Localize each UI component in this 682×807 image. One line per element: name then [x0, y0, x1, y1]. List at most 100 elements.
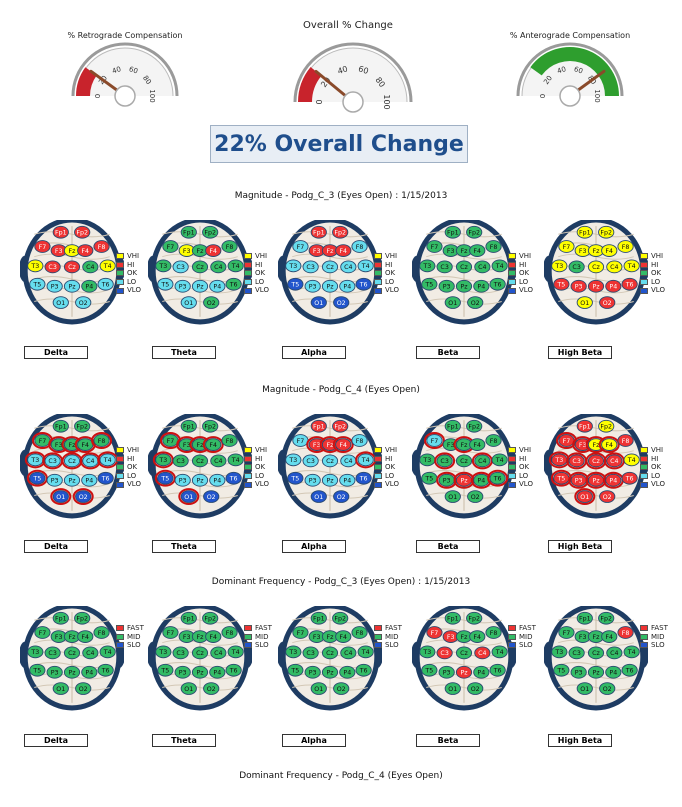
electrode-label: F3 — [55, 248, 63, 255]
electrode-o1: O1 — [444, 490, 461, 503]
band-label-theta: Theta — [152, 540, 216, 553]
electrode-t5: T5 — [287, 471, 304, 485]
legend-item: HI — [640, 455, 665, 464]
legend-item: MID — [640, 633, 668, 642]
electrode-c3: C3 — [568, 646, 585, 660]
electrode-label: F8 — [622, 244, 630, 251]
electrode-t4: T4 — [227, 645, 244, 659]
electrode-label: F8 — [98, 438, 106, 445]
band-label-theta: Theta — [152, 346, 216, 359]
legend-item: OK — [640, 269, 665, 278]
electrode-label: T3 — [422, 263, 431, 270]
electrode-label: F3 — [579, 442, 587, 449]
legend-label: MID — [385, 632, 399, 641]
legend-label: VHI — [651, 446, 664, 454]
electrode-f4: F4 — [601, 244, 618, 257]
electrode-label: P4 — [85, 284, 93, 291]
gauge-rim — [71, 42, 179, 97]
legend-swatch — [640, 261, 648, 268]
electrode-label: F7 — [167, 630, 175, 637]
electrode-t4: T4 — [355, 451, 377, 469]
electrode-label: C4 — [478, 264, 486, 271]
electrode-f7: F7 — [558, 626, 575, 639]
electrode-f8: F8 — [221, 240, 238, 253]
electrode-o1: O1 — [444, 296, 461, 309]
electrode-label: Pz — [196, 478, 204, 485]
electrode-label: Fz — [461, 248, 469, 255]
head-map: Fp1 Fp2 F7 F3 Fz F4 F8 T3 C3 Cz C4 T4 T5 P3 Pz P4 T6 O1 O2 — [20, 606, 124, 711]
electrode-o1: O1 — [178, 488, 200, 506]
electrode-label: Pz — [68, 478, 76, 485]
electrode-t5: T5 — [553, 277, 570, 291]
legend-swatch — [640, 464, 648, 471]
electrode-p3: P3 — [568, 471, 590, 489]
electrode-label: T5 — [424, 282, 433, 289]
electrode-fp2: Fp2 — [466, 225, 483, 239]
electrode-label: P3 — [443, 284, 451, 291]
electrode-o1: O1 — [576, 682, 593, 695]
legend-item: HI — [244, 455, 269, 464]
electrode-fz: Fz — [63, 630, 81, 643]
gauge-hub — [559, 85, 581, 107]
gauge-tick-label: 0 — [315, 99, 324, 104]
electrode-label: C4 — [344, 458, 352, 465]
legend-label: VHI — [385, 252, 398, 260]
electrode-label: T4 — [231, 649, 240, 656]
electrode-label: P4 — [213, 284, 221, 291]
electrode-label: T4 — [361, 457, 370, 464]
legend-item: VLO — [116, 480, 141, 489]
electrode-o2: O2 — [467, 682, 484, 695]
electrode-label: Pz — [326, 670, 334, 677]
electrode-label: P4 — [609, 478, 617, 485]
legend-label: VHI — [127, 252, 140, 260]
electrode-label: T3 — [554, 649, 563, 656]
electrode-o1: O1 — [574, 488, 596, 506]
electrode-label: F7 — [167, 244, 175, 251]
legend-item: MID — [244, 633, 272, 642]
electrode-pz: Pz — [321, 279, 339, 293]
gauge-hub — [342, 91, 364, 113]
electrode-f7: F7 — [426, 240, 443, 253]
electrode-o2: O2 — [333, 296, 350, 309]
electrode-label: Pz — [592, 478, 600, 485]
electrode-label: P3 — [51, 478, 59, 485]
electrode-label: Cz — [196, 650, 204, 657]
electrode-t3: T3 — [551, 259, 568, 273]
electrode-label: Fp2 — [600, 424, 612, 431]
electrode-f8: F8 — [221, 626, 238, 639]
electrode-label: T5 — [290, 476, 299, 483]
electrode-o2: O2 — [599, 682, 616, 695]
electrode-f8: F8 — [351, 434, 368, 447]
legend-swatch — [116, 261, 124, 268]
electrode-t5: T5 — [29, 277, 46, 291]
electrode-c4: C4 — [340, 646, 357, 660]
electrode-label: Fp1 — [55, 424, 67, 431]
electrode-label: Fz — [593, 248, 601, 255]
electrode-label: T6 — [359, 476, 368, 483]
legend-swatch — [374, 287, 382, 294]
brain-map-panel: Fp1 Fp2 F7 F3 Fz F4 F8 T3 C3 Cz C4 T4 T5 P3 Pz P4 T6 O1 O2… — [544, 606, 680, 756]
electrode-p3: P3 — [304, 473, 321, 487]
electrode-label: Cz — [326, 458, 334, 465]
legend-label: FAST — [127, 624, 144, 632]
electrode-c3: C3 — [44, 260, 61, 274]
legend-label: LO — [127, 277, 137, 286]
electrode-label: Pz — [460, 670, 468, 677]
legend-item: SLO — [116, 641, 144, 650]
head-map: Fp1 Fp2 F7 F3 Fz F4 F8 T3 C3 Cz C4 T4 T5 P3 Pz P4 T6 O1 O2 — [148, 414, 252, 519]
electrode-t6: T6 — [355, 663, 372, 677]
electrode-label: Pz — [68, 670, 76, 677]
legend-item: OK — [116, 269, 141, 278]
electrode-label: T3 — [422, 457, 431, 464]
electrode-f4: F4 — [335, 244, 352, 257]
electrode-fp2: Fp2 — [598, 611, 615, 625]
electrode-p3: P3 — [174, 279, 191, 293]
electrode-label: C3 — [572, 264, 580, 271]
legend-item: OK — [116, 463, 141, 472]
electrode-cz: Cz — [191, 646, 209, 660]
electrode-c4: C4 — [606, 260, 623, 274]
gauge-rim — [516, 42, 624, 97]
legend-label: OK — [651, 463, 662, 472]
electrode-t3: T3 — [419, 453, 436, 467]
electrode-t4: T4 — [99, 259, 116, 273]
